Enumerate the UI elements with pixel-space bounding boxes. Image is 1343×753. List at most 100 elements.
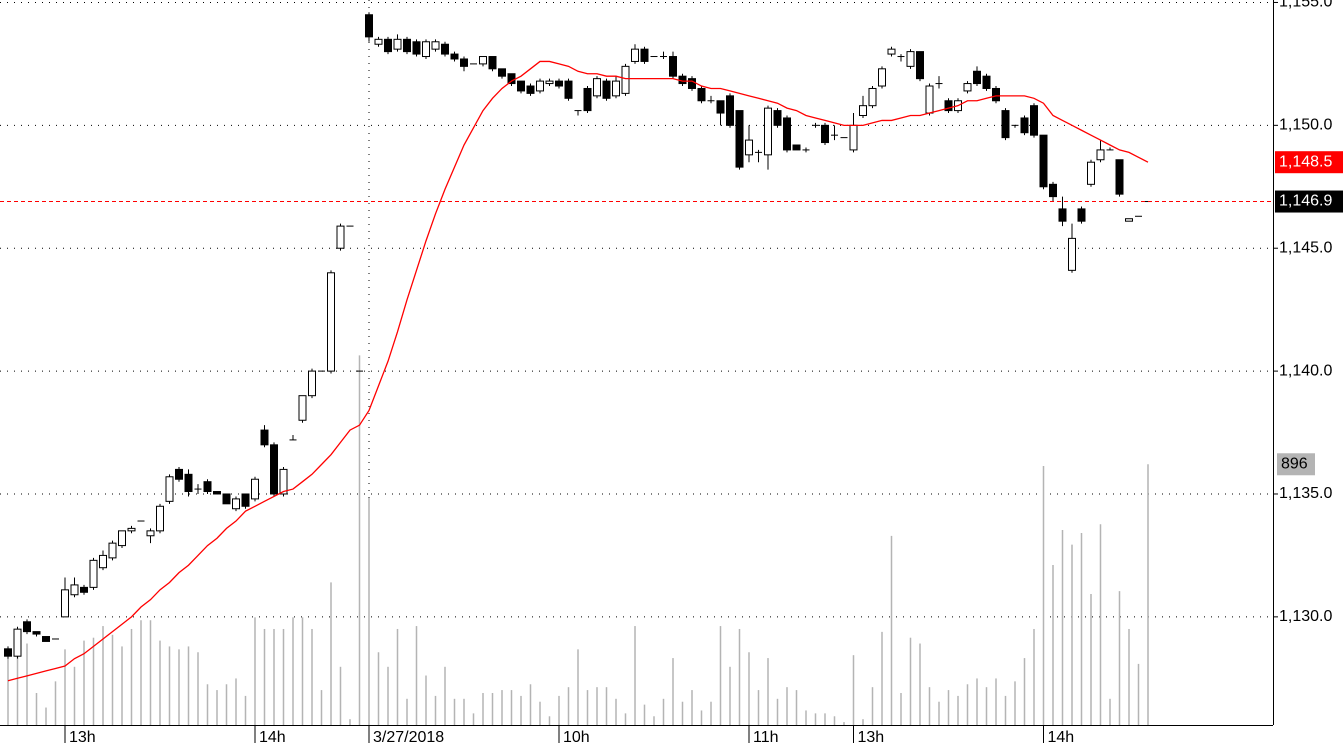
y-tick-label: 1,150.0 bbox=[1279, 117, 1332, 134]
candle-body bbox=[412, 41, 421, 55]
candle-body bbox=[403, 38, 411, 53]
candle-body bbox=[384, 38, 392, 53]
candle-body bbox=[849, 124, 858, 151]
x-tick-label: 11h bbox=[753, 729, 779, 746]
candle-body bbox=[241, 493, 250, 507]
candle-body bbox=[336, 225, 345, 249]
candle-body bbox=[925, 85, 934, 114]
candle-body bbox=[1068, 237, 1076, 271]
candle-body bbox=[593, 78, 601, 97]
candle-body bbox=[963, 83, 972, 92]
candle-body bbox=[232, 498, 240, 510]
candle-body bbox=[783, 117, 791, 151]
candle-body bbox=[716, 100, 725, 114]
candle-body bbox=[526, 85, 535, 94]
candle-body bbox=[688, 78, 696, 89]
candle-body bbox=[764, 107, 772, 156]
candle-body bbox=[773, 110, 782, 126]
candle-body bbox=[517, 80, 525, 92]
y-tick-label: 1,135.0 bbox=[1279, 485, 1332, 502]
candle-body bbox=[108, 542, 117, 559]
candle-body bbox=[479, 56, 487, 65]
candle-body bbox=[792, 144, 801, 151]
candle-body bbox=[821, 124, 829, 144]
candle-body bbox=[1030, 105, 1038, 136]
candle-body bbox=[270, 444, 278, 495]
candle-body bbox=[1049, 183, 1057, 198]
candle-body bbox=[441, 43, 449, 55]
candle-body bbox=[916, 51, 924, 80]
candle-body bbox=[992, 87, 1000, 102]
candle-body bbox=[1058, 208, 1067, 222]
y-tick-label: 1,155.0 bbox=[1279, 0, 1332, 11]
candle-body bbox=[4, 648, 12, 657]
candle-body bbox=[631, 48, 639, 62]
candle-body bbox=[308, 370, 316, 397]
candle-body bbox=[42, 636, 50, 642]
candle-body bbox=[878, 68, 886, 87]
candle-body bbox=[564, 80, 573, 99]
candle-body bbox=[460, 58, 468, 67]
candle-body bbox=[32, 631, 41, 635]
candle-body bbox=[1115, 159, 1124, 195]
candle-body bbox=[80, 586, 88, 593]
candle-body bbox=[422, 41, 430, 58]
candle-body bbox=[906, 51, 915, 67]
candle-body bbox=[868, 87, 877, 107]
price-marker-label: 1,146.9 bbox=[1279, 193, 1332, 210]
candle-body bbox=[156, 505, 164, 532]
candle-body bbox=[583, 87, 592, 112]
candle-body bbox=[279, 468, 288, 495]
candle-body bbox=[393, 38, 402, 50]
x-tick-label: 10h bbox=[563, 729, 590, 746]
price-marker-label: 1,148.5 bbox=[1279, 153, 1332, 170]
candle-body bbox=[498, 68, 506, 77]
candle-body bbox=[859, 105, 867, 117]
candle-body bbox=[726, 95, 734, 126]
candle-body bbox=[1077, 208, 1086, 222]
y-tick-label: 1,130.0 bbox=[1279, 608, 1332, 625]
price-marker-box bbox=[1275, 151, 1343, 174]
candle-body bbox=[184, 473, 193, 493]
candle-body bbox=[165, 476, 174, 502]
candle-body bbox=[545, 80, 554, 85]
candle-body bbox=[602, 80, 611, 99]
x-tick-label: 13h bbox=[858, 729, 885, 746]
candle-body bbox=[365, 14, 373, 38]
candle-body bbox=[89, 559, 98, 588]
candle-body bbox=[70, 584, 79, 596]
candle-body bbox=[745, 139, 753, 156]
candle-body bbox=[127, 527, 136, 532]
candle-body bbox=[23, 621, 31, 633]
candle-body bbox=[222, 493, 231, 505]
candle-body bbox=[146, 530, 155, 537]
volume-marker-label: 896 bbox=[1281, 455, 1308, 472]
y-tick-label: 1,140.0 bbox=[1279, 362, 1332, 379]
x-tick-label: 14h bbox=[259, 729, 286, 746]
candle-body bbox=[640, 48, 649, 62]
y-tick-label: 1,145.0 bbox=[1279, 239, 1332, 256]
candle-body bbox=[251, 478, 259, 500]
candle-body bbox=[697, 87, 706, 102]
candle-body bbox=[298, 395, 307, 421]
candle-body bbox=[1020, 117, 1029, 134]
candle-body bbox=[260, 429, 269, 446]
candle-body bbox=[973, 70, 981, 85]
candle-body bbox=[1087, 161, 1095, 185]
candle-body bbox=[1001, 110, 1010, 139]
candle-body bbox=[13, 628, 22, 657]
x-tick-label: 13h bbox=[69, 729, 96, 746]
candle-body bbox=[118, 530, 126, 547]
candle-body bbox=[61, 589, 69, 618]
x-tick-label: 3/27/2018 bbox=[373, 729, 444, 746]
candle-body bbox=[944, 100, 953, 112]
price-marker-box bbox=[1275, 190, 1343, 213]
candle-body bbox=[669, 56, 677, 77]
candle-body bbox=[327, 272, 335, 372]
candle-body bbox=[450, 53, 459, 60]
volume-marker-box bbox=[1277, 453, 1315, 476]
candle-body bbox=[1039, 134, 1048, 188]
